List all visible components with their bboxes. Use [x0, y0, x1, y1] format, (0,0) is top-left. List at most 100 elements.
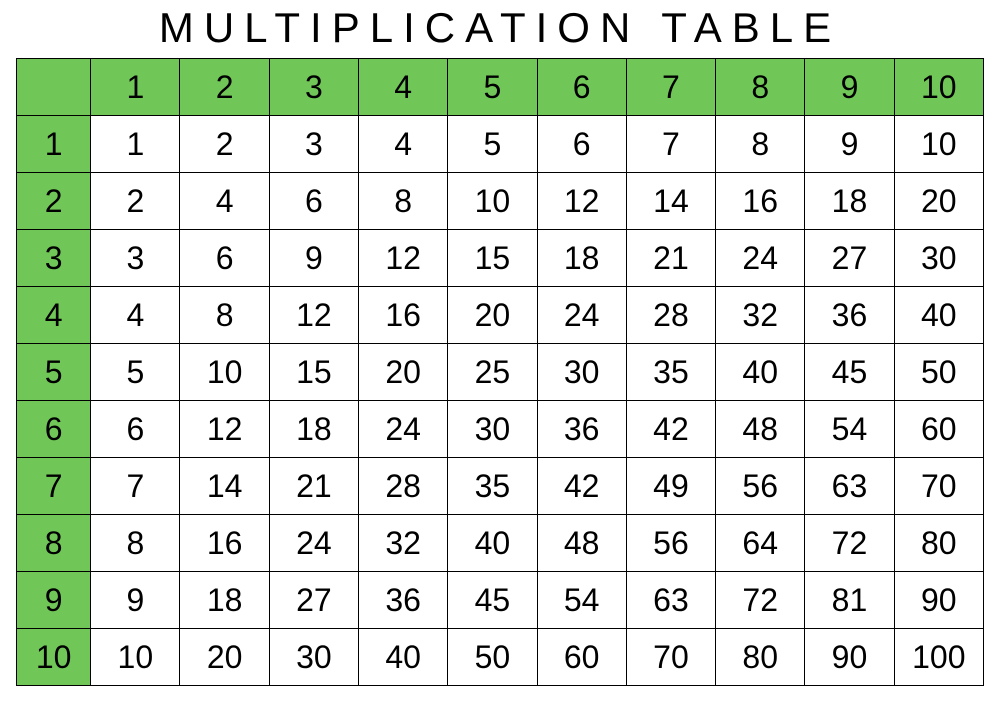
table-cell: 8	[180, 287, 269, 344]
table-cell: 10	[894, 116, 983, 173]
table-cell: 24	[537, 287, 626, 344]
table-cell: 36	[359, 572, 448, 629]
col-header: 6	[537, 59, 626, 116]
col-header: 8	[716, 59, 805, 116]
table-cell: 18	[805, 173, 894, 230]
header-row: 1 2 3 4 5 6 7 8 9 10	[17, 59, 984, 116]
table-cell: 63	[626, 572, 715, 629]
row-header: 7	[17, 458, 91, 515]
table-row: 10 10 20 30 40 50 60 70 80 90 100	[17, 629, 984, 686]
table-cell: 5	[448, 116, 537, 173]
corner-cell	[17, 59, 91, 116]
table-cell: 80	[894, 515, 983, 572]
table-cell: 20	[894, 173, 983, 230]
table-row: 1 1 2 3 4 5 6 7 8 9 10	[17, 116, 984, 173]
table-cell: 35	[626, 344, 715, 401]
page-title: MULTIPLICATION TABLE	[159, 4, 841, 52]
table-row: 8 8 16 24 32 40 48 56 64 72 80	[17, 515, 984, 572]
table-cell: 8	[91, 515, 180, 572]
table-cell: 50	[448, 629, 537, 686]
table-cell: 27	[805, 230, 894, 287]
table-cell: 42	[626, 401, 715, 458]
table-cell: 20	[359, 344, 448, 401]
table-row: 9 9 18 27 36 45 54 63 72 81 90	[17, 572, 984, 629]
table-cell: 60	[894, 401, 983, 458]
table-cell: 6	[269, 173, 358, 230]
table-cell: 50	[894, 344, 983, 401]
col-header: 5	[448, 59, 537, 116]
table-cell: 30	[269, 629, 358, 686]
table-row: 3 3 6 9 12 15 18 21 24 27 30	[17, 230, 984, 287]
row-header: 10	[17, 629, 91, 686]
table-cell: 16	[716, 173, 805, 230]
table-cell: 24	[269, 515, 358, 572]
table-row: 7 7 14 21 28 35 42 49 56 63 70	[17, 458, 984, 515]
row-header: 2	[17, 173, 91, 230]
table-cell: 40	[448, 515, 537, 572]
table-cell: 21	[626, 230, 715, 287]
table-cell: 48	[537, 515, 626, 572]
row-header: 8	[17, 515, 91, 572]
table-cell: 18	[537, 230, 626, 287]
table-cell: 9	[91, 572, 180, 629]
table-row: 6 6 12 18 24 30 36 42 48 54 60	[17, 401, 984, 458]
table-cell: 45	[805, 344, 894, 401]
table-cell: 40	[894, 287, 983, 344]
table-cell: 48	[716, 401, 805, 458]
table-cell: 36	[537, 401, 626, 458]
table-cell: 56	[716, 458, 805, 515]
table-cell: 30	[537, 344, 626, 401]
row-header: 4	[17, 287, 91, 344]
table-cell: 27	[269, 572, 358, 629]
table-cell: 70	[626, 629, 715, 686]
table-cell: 70	[894, 458, 983, 515]
table-cell: 12	[180, 401, 269, 458]
table-cell: 32	[716, 287, 805, 344]
table-cell: 3	[269, 116, 358, 173]
table-cell: 54	[537, 572, 626, 629]
table-cell: 4	[91, 287, 180, 344]
row-header: 5	[17, 344, 91, 401]
table-cell: 64	[716, 515, 805, 572]
table-cell: 35	[448, 458, 537, 515]
table-cell: 2	[180, 116, 269, 173]
table-cell: 20	[448, 287, 537, 344]
table-cell: 12	[359, 230, 448, 287]
row-header: 9	[17, 572, 91, 629]
table-cell: 63	[805, 458, 894, 515]
table-cell: 24	[359, 401, 448, 458]
table-cell: 15	[448, 230, 537, 287]
table-cell: 9	[805, 116, 894, 173]
table-cell: 24	[716, 230, 805, 287]
col-header: 9	[805, 59, 894, 116]
table-cell: 5	[91, 344, 180, 401]
table-cell: 8	[716, 116, 805, 173]
table-cell: 14	[626, 173, 715, 230]
table-cell: 40	[716, 344, 805, 401]
table-cell: 3	[91, 230, 180, 287]
table-cell: 16	[180, 515, 269, 572]
col-header: 7	[626, 59, 715, 116]
col-header: 1	[91, 59, 180, 116]
table-cell: 6	[180, 230, 269, 287]
table-cell: 7	[626, 116, 715, 173]
table-cell: 28	[626, 287, 715, 344]
table-cell: 81	[805, 572, 894, 629]
table-cell: 20	[180, 629, 269, 686]
table-cell: 2	[91, 173, 180, 230]
table-cell: 30	[894, 230, 983, 287]
table-cell: 54	[805, 401, 894, 458]
table-cell: 72	[716, 572, 805, 629]
col-header: 10	[894, 59, 983, 116]
table-cell: 42	[537, 458, 626, 515]
table-cell: 10	[448, 173, 537, 230]
row-header: 3	[17, 230, 91, 287]
table-cell: 4	[359, 116, 448, 173]
table-cell: 56	[626, 515, 715, 572]
table-cell: 32	[359, 515, 448, 572]
row-header: 1	[17, 116, 91, 173]
table-cell: 90	[805, 629, 894, 686]
table-cell: 90	[894, 572, 983, 629]
table-row: 5 5 10 15 20 25 30 35 40 45 50	[17, 344, 984, 401]
table-cell: 4	[180, 173, 269, 230]
